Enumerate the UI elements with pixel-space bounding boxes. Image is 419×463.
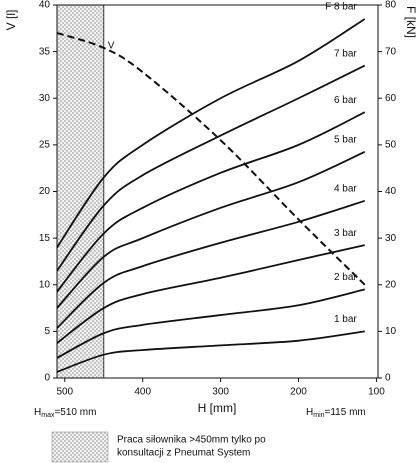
- hatched-region: [57, 5, 104, 378]
- y2-tick-label: 40: [385, 186, 397, 197]
- y2-tick-label: 70: [385, 46, 397, 57]
- note-line: Praca siłownika >450mm tylko po: [117, 435, 266, 446]
- x-tick-label: 400: [134, 387, 151, 398]
- series-label: 1 bar: [334, 314, 357, 325]
- force-line: [56, 111, 366, 293]
- y-axis-label: V [l]: [4, 10, 18, 31]
- series-label: 7 bar: [334, 48, 357, 59]
- y2-tick-label: 80: [385, 0, 397, 11]
- y-tick-label: 5: [44, 326, 50, 337]
- y2-tick-label: 60: [385, 93, 397, 104]
- y2-tick-label: 20: [385, 279, 397, 290]
- y2-tick-label: 10: [385, 326, 397, 337]
- force-line: [56, 151, 366, 309]
- series-label: 4 bar: [334, 183, 357, 194]
- force-line: [56, 330, 365, 373]
- force-line: [56, 244, 365, 344]
- y2-tick-label: 50: [385, 140, 397, 151]
- legend-swatch: [51, 431, 109, 463]
- x-tick-label: 200: [290, 387, 307, 398]
- x-tick-label: 100: [368, 387, 385, 398]
- y-tick-label: 25: [39, 140, 51, 151]
- note-line: konsultacji z Pneumat System: [117, 448, 250, 459]
- hmax-label: Hmax=510 mm: [34, 407, 96, 419]
- y-tick-label: 35: [39, 46, 51, 57]
- hmin-label: Hmin=115 mm: [306, 407, 366, 419]
- volume-line: [56, 32, 366, 286]
- series-label: 6 bar: [334, 95, 357, 106]
- y-tick-label: 30: [39, 93, 51, 104]
- y-tick-label: 40: [39, 0, 51, 11]
- force-line: [56, 199, 366, 329]
- y2-tick-label: 30: [385, 233, 397, 244]
- y-tick-label: 20: [39, 186, 51, 197]
- y-tick-label: 0: [44, 373, 50, 384]
- plot-frame: [56, 4, 379, 379]
- y-tick-label: 10: [39, 279, 51, 290]
- x-axis-label: H [mm]: [198, 401, 237, 415]
- y2-axis-label: F [kN]: [404, 6, 418, 38]
- series-label: V: [108, 41, 115, 52]
- series-label: 5 bar: [334, 135, 357, 146]
- series-label: 2 bar: [334, 272, 357, 283]
- x-tick-label: 500: [56, 387, 73, 398]
- series-label: F 8 bar: [325, 2, 357, 13]
- force-line: [56, 64, 366, 272]
- force-line: [56, 288, 365, 359]
- series-label: 3 bar: [334, 228, 357, 239]
- x-tick-label: 300: [212, 387, 229, 398]
- y-tick-label: 15: [39, 233, 51, 244]
- force-line: [56, 18, 366, 248]
- y2-tick-label: 0: [385, 373, 391, 384]
